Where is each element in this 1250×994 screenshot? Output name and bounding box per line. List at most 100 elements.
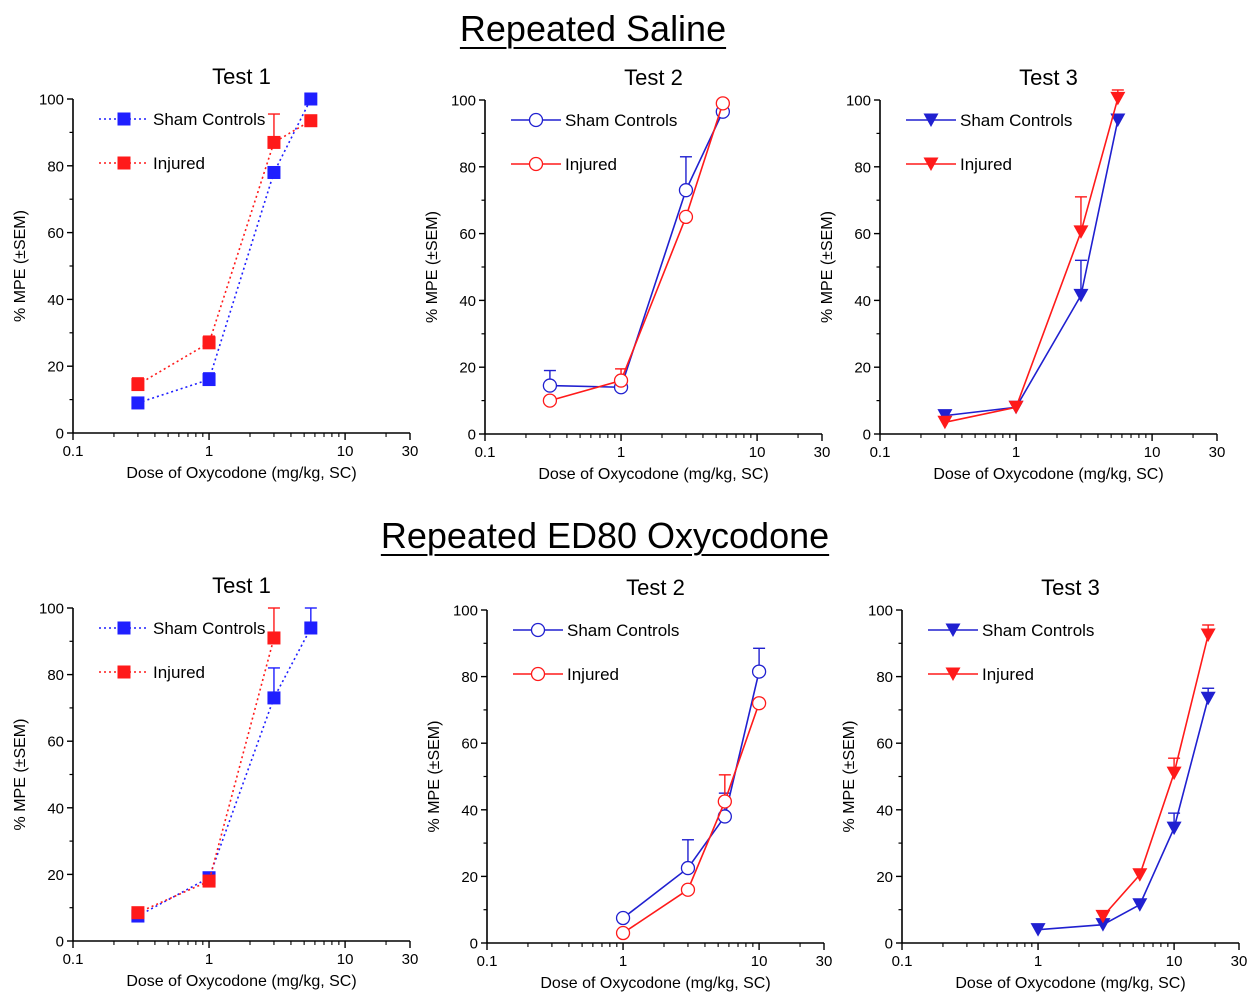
data-point: [1095, 918, 1111, 932]
data-point: [613, 373, 629, 388]
data-point: [615, 925, 631, 941]
legend-label: Sham Controls: [982, 621, 1094, 640]
series-line-1: [137, 627, 312, 917]
x-tick-label: 0.1: [63, 951, 84, 968]
y-tick-label: 80: [459, 159, 476, 176]
chart-title: Test 1: [212, 573, 271, 598]
y-tick-label: 80: [47, 158, 64, 175]
data-point: [937, 415, 953, 430]
data-point: [1200, 628, 1216, 642]
y-tick-label: 40: [461, 802, 478, 819]
data-point: [1200, 691, 1216, 706]
legend-label: Injured: [153, 154, 205, 173]
data-point: [131, 378, 145, 392]
series-line-2: [622, 702, 760, 934]
y-axis-label: % MPE (±SEM): [426, 721, 443, 833]
y-tick-label: 0: [56, 426, 64, 443]
legend-marker: [923, 157, 939, 171]
legend-marker: [530, 666, 546, 682]
series-line-2: [1102, 634, 1209, 917]
series-line-2: [137, 120, 312, 386]
data-point: [202, 874, 216, 888]
y-tick-label: 40: [876, 802, 893, 819]
data-point: [304, 92, 318, 106]
x-tick-label: 30: [1231, 953, 1248, 970]
x-tick-label: 0.1: [475, 444, 496, 461]
legend-marker: [528, 156, 544, 172]
legend-marker: [945, 623, 961, 637]
x-tick-label: 1: [205, 443, 213, 460]
data-point: [542, 393, 558, 408]
data-point: [1132, 868, 1148, 882]
x-tick-label: 1: [1012, 444, 1020, 461]
data-point: [680, 882, 696, 897]
data-point: [680, 860, 696, 876]
x-tick-label: 1: [619, 953, 627, 970]
legend-label: Injured: [153, 663, 205, 682]
data-point: [131, 906, 145, 920]
y-tick-label: 20: [854, 360, 871, 377]
data-point: [1030, 923, 1046, 937]
x-tick-label: 10: [337, 951, 354, 968]
data-point: [1110, 113, 1126, 128]
x-tick-label: 1: [1034, 953, 1042, 970]
y-tick-label: 80: [854, 159, 871, 176]
y-tick-label: 100: [453, 603, 478, 620]
chart-title: Test 2: [626, 575, 685, 600]
y-tick-label: 40: [854, 293, 871, 310]
y-tick-label: 0: [56, 934, 64, 951]
data-point: [715, 96, 730, 111]
chart-title: Test 2: [624, 65, 683, 90]
x-tick-label: 0.1: [870, 444, 891, 461]
y-tick-label: 40: [459, 293, 476, 310]
data-point: [131, 396, 145, 410]
y-tick-label: 100: [451, 93, 476, 110]
legend-label: Sham Controls: [567, 621, 679, 640]
y-tick-label: 100: [846, 93, 871, 110]
data-point: [717, 794, 732, 809]
x-tick-label: 0.1: [477, 953, 498, 970]
data-point: [1110, 91, 1126, 106]
y-tick-label: 0: [470, 936, 478, 953]
data-point: [304, 114, 318, 128]
data-point: [751, 664, 767, 679]
x-tick-label: 30: [814, 444, 831, 461]
legend-label: Injured: [567, 665, 619, 684]
x-tick-label: 10: [1166, 953, 1183, 970]
x-tick-label: 10: [751, 953, 768, 970]
legend-marker: [117, 112, 131, 126]
legend-marker: [117, 156, 131, 170]
y-tick-label: 100: [868, 603, 893, 620]
series-line-1: [549, 111, 724, 389]
data-point: [304, 621, 318, 635]
legend-marker: [528, 112, 544, 128]
legend-label: Sham Controls: [565, 111, 677, 130]
y-tick-label: 60: [47, 225, 64, 242]
data-point: [267, 691, 281, 705]
data-point: [615, 910, 631, 926]
x-axis-label: Dose of Oxycodone (mg/kg, SC): [540, 975, 770, 992]
legend-marker: [117, 621, 131, 635]
y-tick-label: 60: [459, 226, 476, 243]
x-tick-label: 1: [617, 444, 625, 461]
x-tick-label: 30: [402, 443, 419, 460]
chart-panel-1: 0 20 40 60 80 100 0.1 1 10 30 Test 1 Dose of Oxycod…: [12, 64, 418, 482]
data-point: [267, 135, 281, 149]
y-tick-label: 100: [39, 92, 64, 109]
y-tick-label: 0: [885, 936, 893, 953]
legend-label: Injured: [565, 155, 617, 174]
x-axis-label: Dose of Oxycodone (mg/kg, SC): [955, 975, 1185, 992]
legend-label: Injured: [982, 665, 1034, 684]
chart-panel-4: 0 20 40 60 80 100 0.1 1 10 30 Test 1 Dose of Oxycod…: [12, 573, 418, 990]
chart-title: Test 1: [212, 64, 271, 89]
data-point: [202, 336, 216, 350]
y-tick-label: 40: [47, 800, 64, 817]
legend-marker: [530, 622, 546, 638]
x-axis-label: Dose of Oxycodone (mg/kg, SC): [933, 466, 1163, 483]
y-axis-label: % MPE (±SEM): [12, 210, 29, 322]
chart-panel-3: 0 20 40 60 80 100 0.1 1 10 30 Test 3 Dose of Oxycod…: [819, 65, 1225, 483]
legend-marker: [945, 667, 961, 681]
data-point: [1095, 909, 1111, 924]
series-line-1: [622, 671, 760, 919]
